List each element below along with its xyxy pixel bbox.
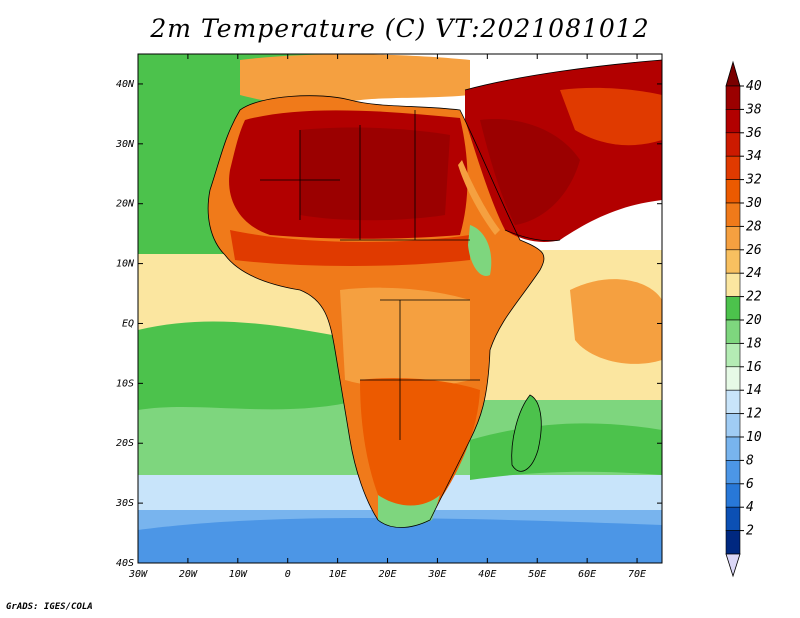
colorbar-label: 8 — [746, 453, 754, 468]
colorbar-label: 16 — [746, 360, 762, 375]
colorbar-box — [725, 319, 741, 344]
colorbar-box — [725, 366, 741, 391]
lon-label: 40E — [478, 569, 496, 580]
lat-label: 20S — [116, 438, 134, 449]
ocean-southern-blue — [138, 518, 662, 563]
lon-label: 30E — [427, 569, 446, 580]
map-title: 2m Temperature (C) VT:2021081012 — [150, 14, 650, 43]
colorbar-label: 2 — [746, 524, 754, 539]
colorbar-box — [725, 413, 741, 438]
lat-label: 30N — [115, 139, 135, 150]
colorbar-label: 4 — [746, 500, 754, 515]
lon-label: 20W — [179, 569, 198, 580]
ocean-atlantic-tongue — [138, 321, 360, 410]
longitude-labels: 30W 20W 10W 0 10E 20E 30E 40E 50E 60E 70E — [128, 569, 646, 580]
colorbar-box — [725, 343, 741, 368]
colorbar-label: 14 — [746, 383, 762, 398]
colorbar-box — [725, 109, 741, 134]
lon-label: 20E — [378, 569, 396, 580]
colorbar-bottom-arrow — [725, 553, 741, 578]
land-sahara-core — [300, 127, 450, 221]
colorbar-box — [725, 85, 741, 110]
colorbar-box — [725, 460, 741, 485]
land-central-africa — [340, 287, 470, 388]
land-ethiopia-highlands — [468, 225, 492, 276]
colorbar-label: 34 — [745, 149, 762, 164]
colorbar-label: 32 — [745, 173, 762, 188]
land-red-sea — [458, 160, 500, 235]
colorbar-box — [725, 179, 741, 204]
colorbar-box — [725, 389, 741, 414]
lon-label: 0 — [285, 569, 291, 580]
colorbar-box — [725, 296, 741, 321]
colorbar-box — [725, 226, 741, 251]
colorbar-label: 30 — [745, 196, 762, 211]
colorbar-label: 6 — [746, 477, 754, 492]
colorbar-label: 24 — [746, 266, 762, 281]
colorbar-label: 36 — [745, 126, 762, 141]
lon-label: 10E — [329, 569, 347, 580]
lat-label: 30S — [115, 498, 134, 509]
colorbar-label: 18 — [746, 336, 762, 351]
colorbar-box — [725, 202, 741, 227]
colorbar-box — [725, 272, 741, 297]
lon-label: 60E — [578, 569, 596, 580]
colorbar-box — [725, 436, 741, 461]
lat-label: EQ — [122, 318, 134, 329]
map-ticks — [137, 54, 662, 564]
colorbar-box — [725, 132, 741, 157]
colorbar-label: 22 — [746, 290, 762, 305]
lat-label: 40N — [116, 79, 135, 90]
land-south-coast-cool — [378, 495, 440, 528]
lat-label: 10N — [116, 259, 135, 270]
map-frame — [137, 53, 663, 564]
colorbar-box — [725, 483, 741, 508]
colorbar-box — [725, 530, 741, 555]
colorbar-box — [725, 506, 741, 531]
land-arabia-core — [480, 119, 580, 225]
grads-credit: GrADS: IGES/COLA — [6, 602, 93, 612]
colorbar-box — [725, 155, 741, 180]
colorbar-label: 38 — [745, 102, 762, 117]
lat-label: 10S — [116, 378, 134, 389]
colorbar-top-arrow — [725, 60, 741, 87]
land-sahel — [230, 230, 470, 266]
land-southern-africa — [360, 378, 480, 512]
lon-label: 70E — [628, 569, 646, 580]
colorbar-label: 40 — [746, 79, 762, 94]
latitude-labels: 40N 30N 20N 10N EQ 10S 20S 30S 40S — [115, 79, 135, 569]
colorbar-label: 10 — [746, 430, 762, 445]
colorbar: 40 38 36 34 32 30 28 26 24 22 20 18 16 14 12 10 8 6 4 2 — [725, 60, 762, 578]
lon-label: 50E — [528, 569, 546, 580]
lon-label: 10W — [229, 569, 248, 580]
land-madagascar — [511, 395, 542, 472]
ocean-indian-warm — [570, 279, 662, 364]
colorbar-box — [725, 249, 741, 274]
lat-label: 20N — [116, 199, 135, 210]
land-europe — [240, 54, 470, 107]
land-iran-highlands — [560, 87, 662, 146]
lon-label: 30W — [128, 569, 148, 580]
colorbar-label: 20 — [746, 313, 762, 328]
colorbar-label: 12 — [746, 407, 762, 422]
colorbar-label: 26 — [746, 243, 762, 258]
lat-label: 40S — [116, 558, 134, 569]
colorbar-label: 28 — [746, 219, 762, 234]
